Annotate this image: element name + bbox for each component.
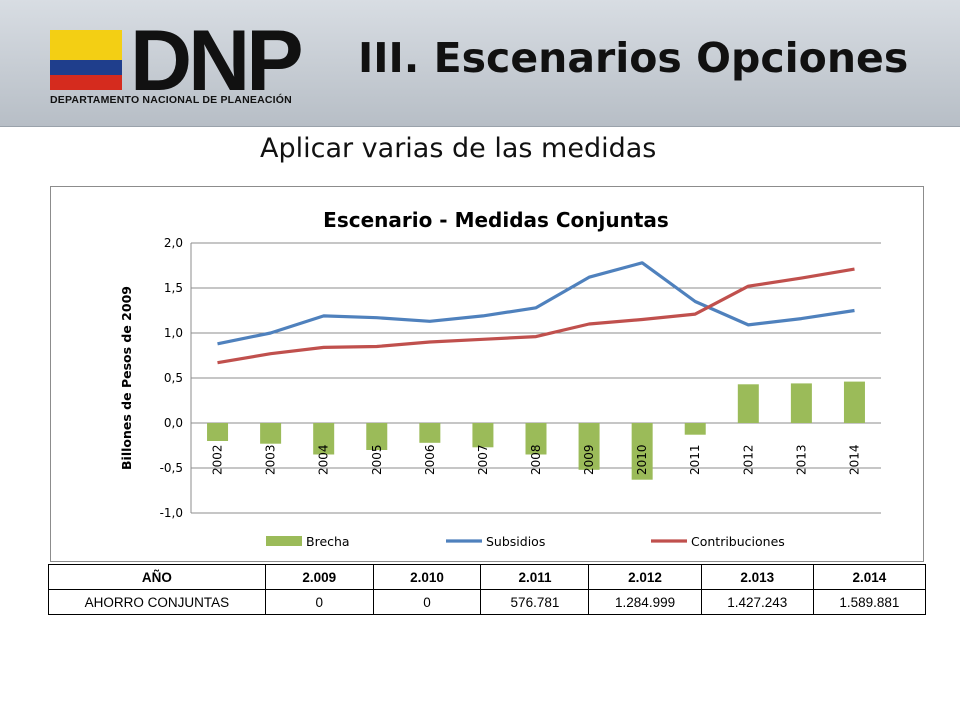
table-header-cell: 2.010 [372,564,482,590]
y-tick-label: 1,5 [164,281,183,295]
bar-brecha-2009 [578,423,600,470]
bar-brecha-2002 [207,423,229,441]
x-tick-label: 2004 [317,444,331,475]
bar-brecha-2006 [419,423,441,443]
slide-subtitle: Aplicar varias de las medidas [260,133,657,164]
legend-swatch-brecha [266,536,302,546]
bar-brecha-2007 [472,423,494,448]
header-banner: DNP DEPARTAMENTO NACIONAL DE PLANEACIÓN … [0,0,960,127]
table-header-cell: 2.011 [480,564,590,590]
x-tick-label: 2005 [370,444,384,475]
bar-brecha-2011 [684,423,706,435]
legend-label: Brecha [306,534,350,549]
bar-brecha-2012 [737,384,759,423]
x-tick-label: 2007 [476,444,490,475]
bar-brecha-2005 [366,423,388,450]
y-tick-label: 0,5 [164,371,183,385]
bar-brecha-2014 [843,381,865,423]
bar-brecha-2004 [313,423,335,455]
line-subsidios [217,261,855,346]
table-header-cell: 2.014 [812,564,927,590]
combo-chart: -1,0 -0,5 0,0 0,5 1,0 1,5 2,0 2002 2003 2004 2005 2… [119,208,881,549]
legend-label: Contribuciones [691,534,785,549]
y-tick-label: -1,0 [160,506,183,520]
y-tick-label: -0,5 [160,461,183,475]
table-cell: 0 [264,589,374,615]
x-tick-label: 2006 [423,444,437,475]
x-tick-label: 2010 [635,444,649,475]
x-tick-label: 2013 [794,444,808,475]
table-row: AHORRO CONJUNTAS 0 0 576.781 1.284.999 1… [48,589,927,615]
chart-frame: -1,0 -0,5 0,0 0,5 1,0 1,5 2,0 2002 2003 2004 2005 2… [50,186,924,562]
table-cell: 1.589.881 [812,589,927,615]
line-contribuciones [217,267,855,365]
page-title: III. Escenarios Opciones [358,34,909,82]
x-tick-label: 2002 [211,444,225,475]
y-tick-label: 0,0 [164,416,183,430]
table-cell: AHORRO CONJUNTAS [48,589,266,615]
x-tick-label: 2011 [688,444,702,475]
table-cell: 1.284.999 [588,589,702,615]
dnp-logo-subtitle: DEPARTAMENTO NACIONAL DE PLANEACIÓN [50,94,292,106]
savings-table: AÑO 2.009 2.010 2.011 2.012 2.013 2.014 … [48,564,927,615]
table-cell: 1.427.243 [700,589,814,615]
x-tick-label: 2012 [741,444,755,475]
x-tick-label: 2003 [264,444,278,475]
x-tick-label: 2014 [847,444,861,475]
table-header-cell: 2.013 [700,564,814,590]
chart-title: Escenario - Medidas Conjuntas [323,208,669,232]
table-header-row: AÑO 2.009 2.010 2.011 2.012 2.013 2.014 [48,564,927,590]
legend-label: Subsidios [486,534,545,549]
colombia-flag-logo [50,30,122,90]
y-axis-label: Billones de Pesos de 2009 [119,286,134,470]
y-tick-label: 2,0 [164,236,183,250]
bar-brecha-2010 [631,423,653,480]
table-header-cell: 2.012 [588,564,702,590]
table-header-cell: AÑO [48,564,266,590]
x-tick-label: 2008 [529,444,543,475]
bar-brecha-2003 [260,423,282,444]
table-header-cell: 2.009 [264,564,374,590]
x-tick-label: 2009 [582,444,596,475]
dnp-logo-text: DNP [130,13,304,109]
table-cell: 0 [372,589,482,615]
bar-brecha-2013 [790,383,812,423]
table-cell: 576.781 [480,589,590,615]
y-tick-label: 1,0 [164,326,183,340]
bar-brecha-2008 [525,423,547,455]
